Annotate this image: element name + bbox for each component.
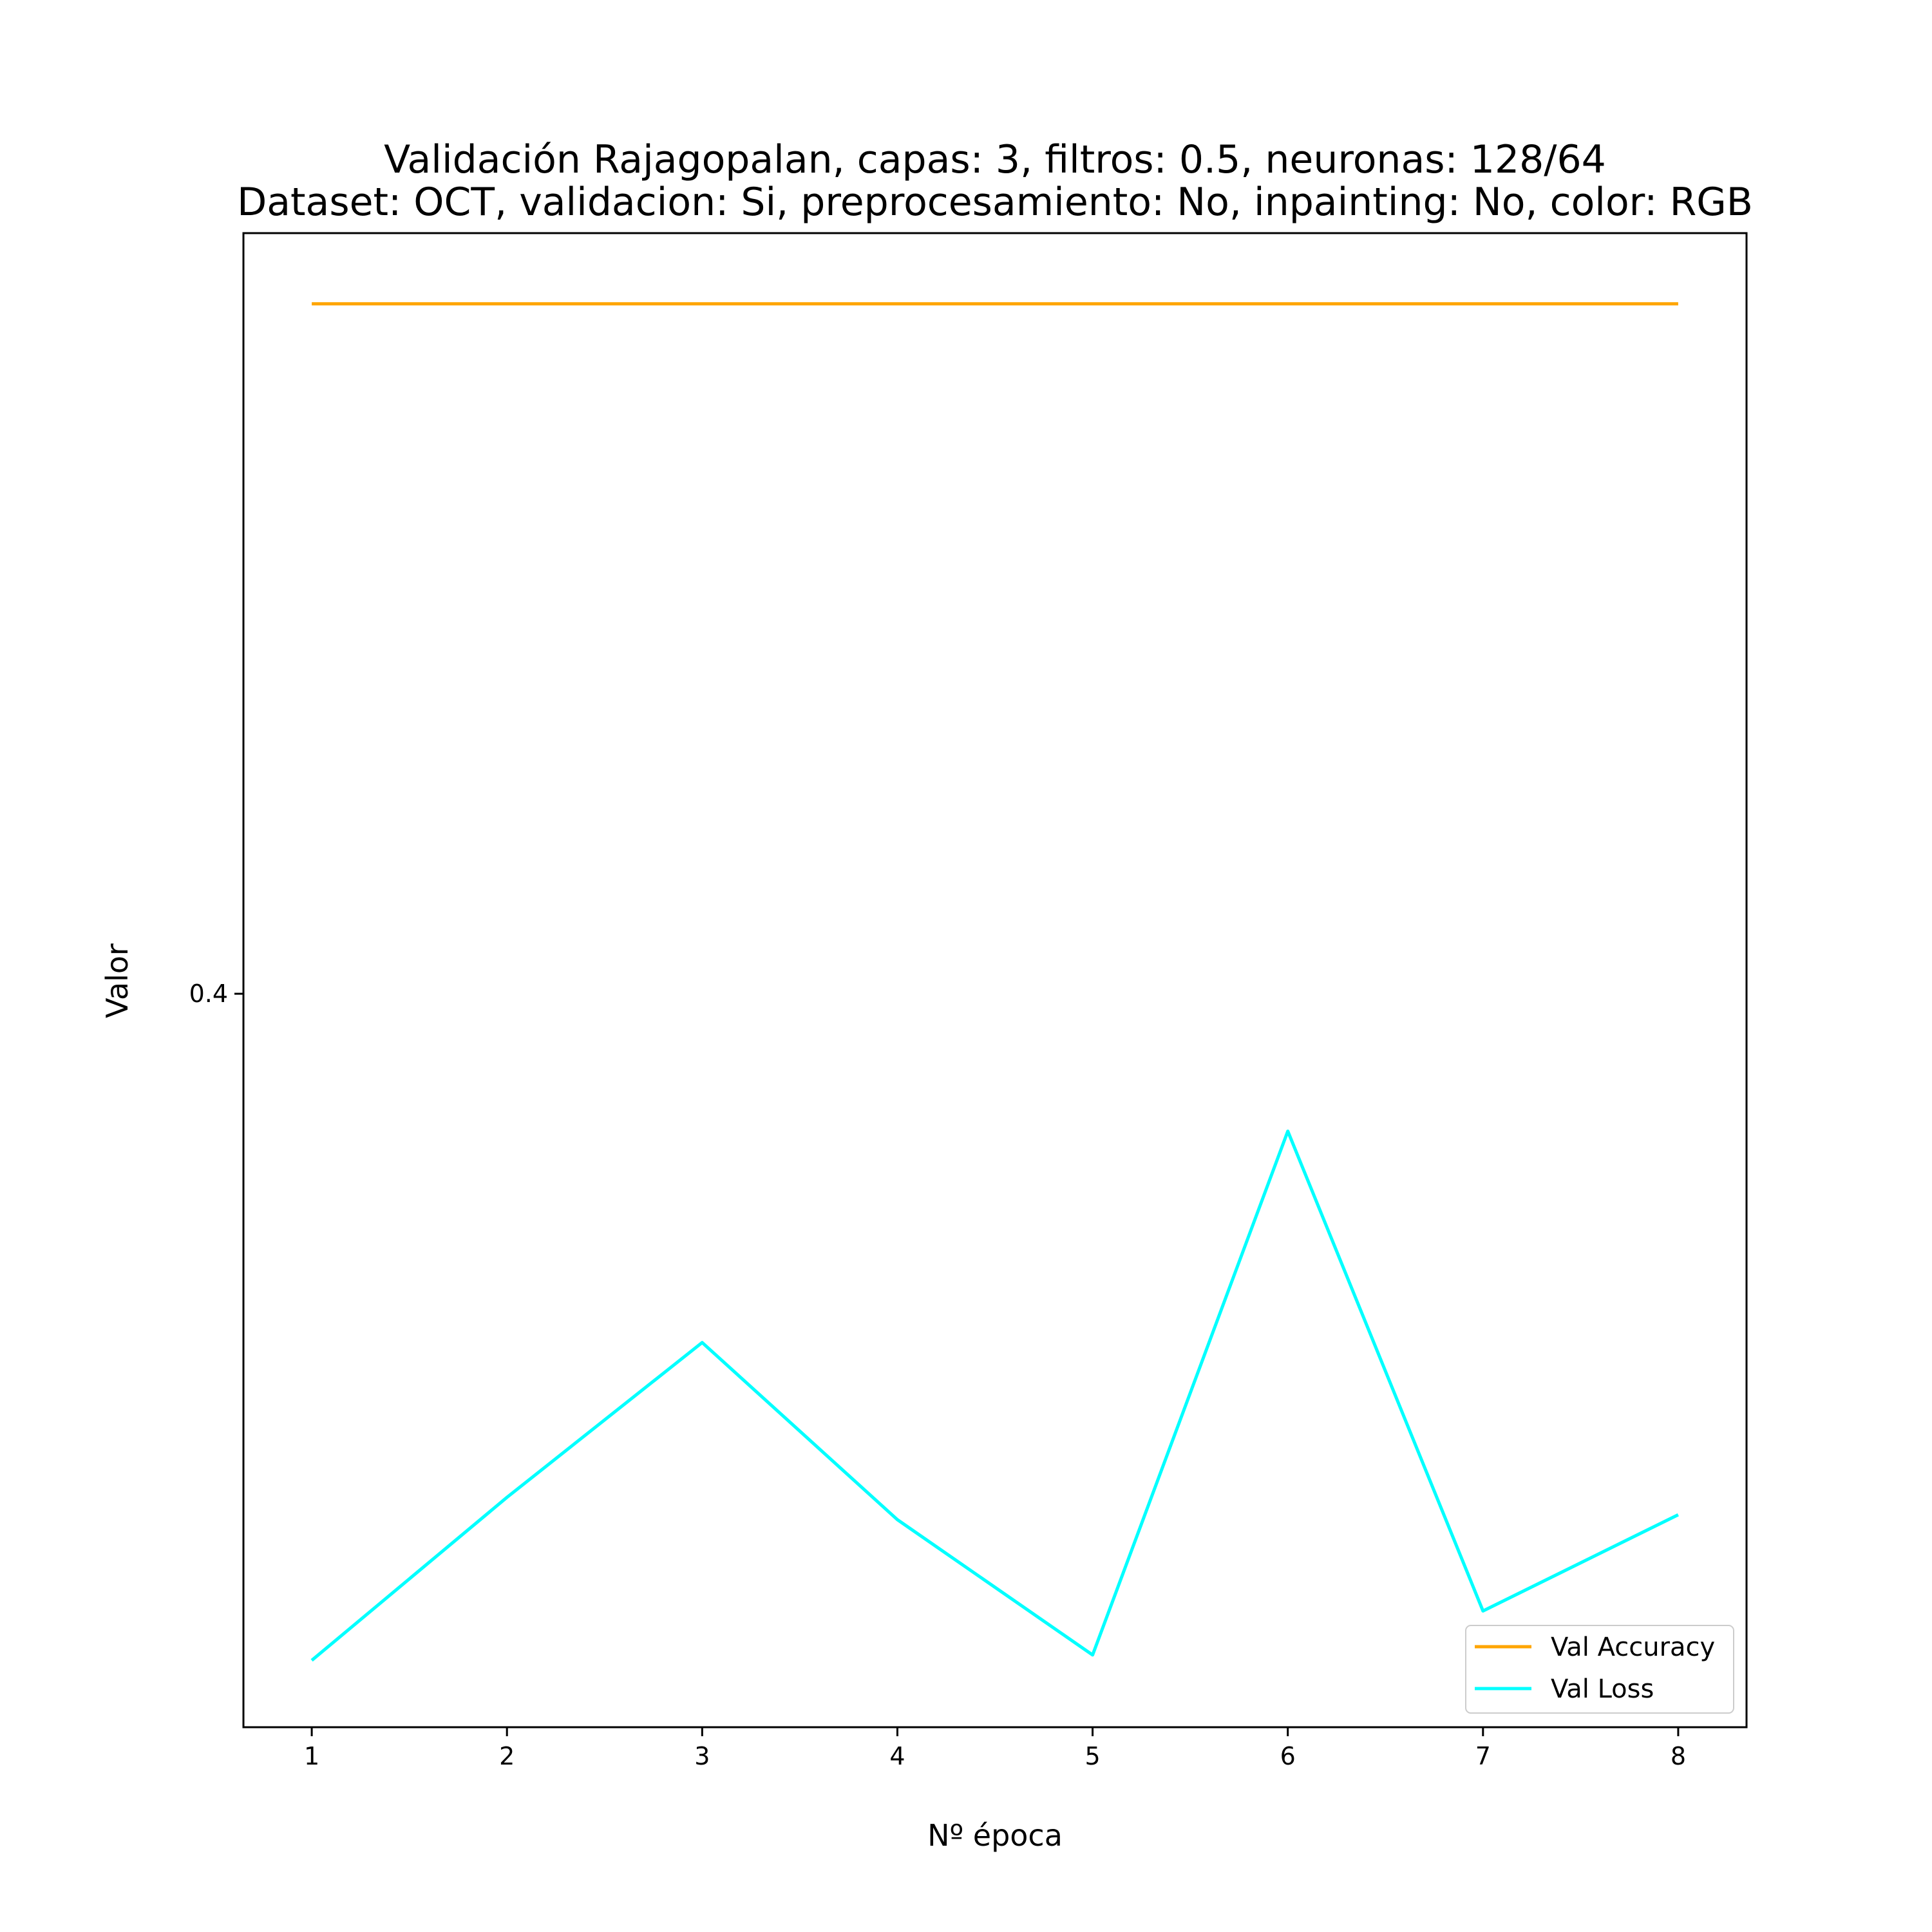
series-line-val-loss — [310, 1130, 1680, 1662]
y-axis-label: Valor — [100, 943, 135, 1018]
x-tick-label: 2 — [499, 1742, 515, 1770]
point-val-loss-5 — [1090, 1653, 1095, 1658]
chart-subtitle: Dataset: OCT, validacion: Si, preprocesa… — [237, 180, 1753, 225]
point-val-loss-1 — [309, 1658, 314, 1663]
legend: Val Accuracy Val Loss — [1465, 1625, 1734, 1714]
legend-box — [1465, 1625, 1734, 1714]
point-val-loss-8 — [1676, 1512, 1681, 1517]
y-axis: 0.4 — [189, 980, 243, 1008]
series-layer — [309, 301, 1681, 1663]
point-val-loss-6 — [1285, 1129, 1291, 1134]
point-val-accuracy-5 — [1090, 301, 1095, 307]
point-val-accuracy-4 — [895, 301, 900, 307]
x-tick-label: 3 — [694, 1742, 710, 1770]
point-val-loss-3 — [699, 1340, 705, 1345]
y-tick-label: 0.4 — [189, 980, 228, 1008]
plot-frame — [242, 232, 1748, 1728]
chart-title: Validación Rajagopalan, capas: 3, filtro… — [384, 137, 1606, 182]
point-val-accuracy-2 — [504, 301, 509, 307]
x-axis-label: Nº época — [927, 1818, 1063, 1853]
point-val-loss-7 — [1481, 1608, 1486, 1613]
x-tick-label: 7 — [1475, 1742, 1491, 1770]
point-val-accuracy-8 — [1676, 301, 1681, 307]
x-tick-label: 4 — [889, 1742, 905, 1770]
point-val-accuracy-3 — [699, 301, 705, 307]
legend-label-val-accuracy: Val Accuracy — [1551, 1633, 1715, 1662]
legend-label-val-loss: Val Loss — [1551, 1674, 1654, 1704]
point-val-accuracy-6 — [1285, 301, 1291, 307]
x-tick-label: 8 — [1671, 1742, 1686, 1770]
point-val-accuracy-7 — [1481, 301, 1486, 307]
x-tick-label: 1 — [304, 1742, 319, 1770]
x-axis: 1 2 3 4 5 6 7 8 — [304, 1727, 1686, 1770]
point-val-accuracy-1 — [309, 301, 314, 307]
point-val-loss-2 — [504, 1495, 509, 1500]
x-tick-label: 6 — [1280, 1742, 1296, 1770]
x-tick-label: 5 — [1084, 1742, 1100, 1770]
point-val-loss-4 — [895, 1517, 900, 1522]
